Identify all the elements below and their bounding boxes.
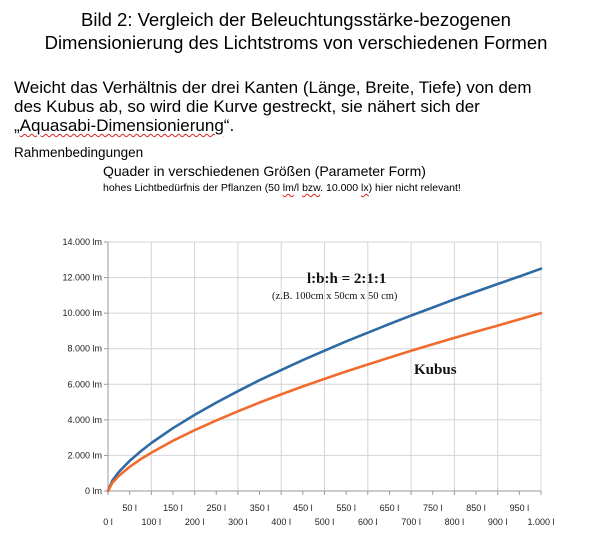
- series-sublabel-box: (z.B. 100cm x 50cm x 50 cm): [272, 291, 398, 302]
- y-tick-label: 12.000 lm: [62, 273, 102, 283]
- x-tick-label: 1.000 l: [527, 517, 554, 527]
- intro-paragraph: Weicht das Verhältnis der drei Kanten (L…: [14, 78, 584, 135]
- x-tick-label-upper: 150 l: [163, 503, 183, 513]
- x-tick-label-upper: 250 l: [206, 503, 226, 513]
- chart-grid: [108, 241, 542, 491]
- x-tick-label-upper: 950 l: [510, 503, 530, 513]
- y-tick-label: 4.000 lm: [67, 415, 102, 425]
- y-tick-labels: 0 lm 2.000 lm 4.000 lm 6.000 lm 8.000 lm 10.0…: [62, 237, 102, 496]
- x-tick-label-upper: 850 l: [466, 503, 486, 513]
- x-tick-label: 900 l: [488, 517, 508, 527]
- x-tick-label-upper: 450 l: [293, 503, 313, 513]
- y-tick-label: 10.000 lm: [62, 308, 102, 318]
- x-tick-label-upper: 750 l: [423, 503, 443, 513]
- series-label-cube: Kubus: [414, 362, 457, 378]
- quote-close: “.: [223, 116, 235, 135]
- intro-line-1: Weicht das Verhältnis der drei Kanten (L…: [14, 78, 532, 97]
- figure-title: Bild 2: Vergleich der Beleuchtungsstärke…: [0, 8, 592, 54]
- intro-line-3: „Aquasabi-Dimensionierung“.: [14, 116, 584, 135]
- series-line-box: [106, 267, 543, 493]
- x-tick-label: 400 l: [271, 517, 291, 527]
- quote-open: „: [14, 116, 20, 135]
- series-line-cube: [106, 311, 543, 493]
- y-tick-label: 6.000 lm: [67, 379, 102, 389]
- series-lines: [106, 267, 543, 493]
- x-tick-label: 800 l: [445, 517, 465, 527]
- x-tick-labels: 0 l 100 l 200 l 300 l 400 l 500 l 600 l 700 l 80…: [103, 503, 554, 527]
- x-tick-label-upper: 350 l: [250, 503, 270, 513]
- title-line-1: Bild 2: Vergleich der Beleuchtungsstärke…: [81, 9, 511, 30]
- intro-line-2: des Kubus ab, so wird die Kurve gestreck…: [14, 97, 480, 116]
- x-tick-label: 0 l: [103, 517, 113, 527]
- lumen-chart: 0 lm 2.000 lm 4.000 lm 6.000 lm 8.000 lm 10.0…: [62, 237, 554, 527]
- x-tick-label: 700 l: [401, 517, 421, 527]
- x-tick-label-upper: 650 l: [380, 503, 400, 513]
- aquasabi-term: Aquasabi-Dimensionierung: [19, 116, 224, 135]
- y-tick-label: 0 lm: [85, 486, 102, 496]
- condition-item-shape: Quader in verschiedenen Größen (Paramete…: [103, 163, 426, 179]
- y-tick-label: 2.000 lm: [67, 450, 102, 460]
- x-tick-label: 300 l: [228, 517, 248, 527]
- x-tick-label-upper: 550 l: [336, 503, 356, 513]
- chart-axes: [104, 241, 542, 495]
- condition-item-light: hohes Lichtbedürfnis der Pflanzen (50 lm…: [103, 182, 461, 194]
- y-tick-label: 14.000 lm: [62, 237, 102, 247]
- x-tick-label-upper: 50 l: [122, 503, 137, 513]
- conditions-heading: Rahmenbedingungen: [14, 145, 144, 160]
- title-line-2: Dimensionierung des Lichtstroms von vers…: [44, 32, 548, 53]
- x-tick-label: 600 l: [358, 517, 378, 527]
- x-tick-label: 200 l: [185, 517, 205, 527]
- x-tick-label: 100 l: [142, 517, 162, 527]
- x-tick-label: 500 l: [315, 517, 335, 527]
- series-label-box: l:b:h = 2:1:1: [307, 271, 386, 287]
- y-tick-label: 8.000 lm: [67, 344, 102, 354]
